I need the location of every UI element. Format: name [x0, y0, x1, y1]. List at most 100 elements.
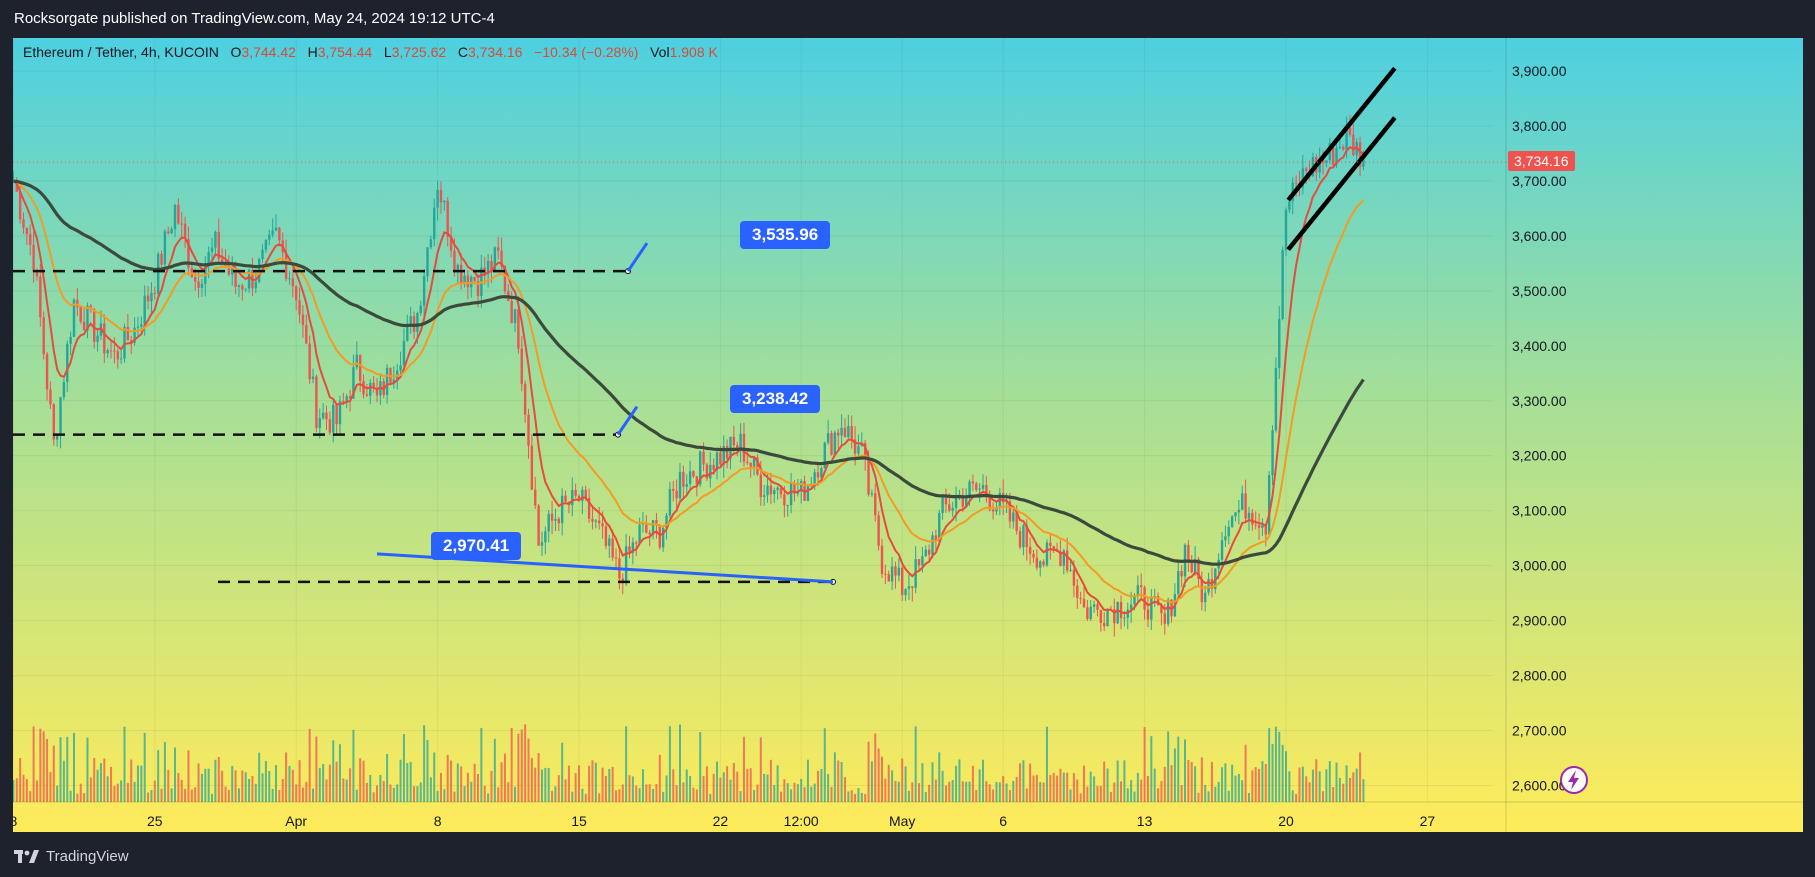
candle-body [443, 200, 446, 203]
candle-body [231, 267, 234, 275]
candle-body [547, 513, 550, 532]
volume-bar [517, 733, 520, 802]
volume-bar [497, 787, 500, 802]
volume-bar [1355, 768, 1358, 802]
candle-body [672, 489, 675, 491]
volume-bar [120, 780, 123, 802]
candle-body [961, 494, 964, 507]
volume-bar [527, 738, 530, 802]
volume-bar [716, 761, 719, 802]
candle-body [160, 253, 163, 265]
volume-bar [918, 783, 921, 802]
candle-body [207, 251, 210, 267]
volume-bar [786, 783, 789, 802]
volume-bar [369, 774, 372, 802]
close-label: C [457, 44, 468, 60]
x-tick-label: 20 [1278, 813, 1294, 829]
volume-bar [483, 785, 486, 802]
x-tick-label: 25 [147, 813, 163, 829]
candle-body [786, 505, 789, 507]
open-label: O [230, 44, 242, 60]
volume-bar [675, 785, 678, 802]
candle-body [1247, 512, 1251, 519]
level-callout-3535[interactable]: 3,535.96 [740, 221, 831, 250]
volume-bar [1221, 767, 1224, 802]
volume-bar [413, 786, 416, 802]
candle-body [133, 327, 136, 343]
volume-bar [581, 788, 584, 802]
volume-bar [1096, 785, 1099, 802]
symbol-label: Ethereum / Tether, 4h, KUCOIN [23, 44, 219, 60]
price-chart[interactable]: 3,900.00 3,800.00 3,700.00 3,600.00 3,500.00… [13, 38, 1803, 832]
volume-bar [992, 789, 995, 802]
volume-bar [557, 775, 560, 802]
candle-body [752, 457, 756, 467]
candle-body [177, 204, 180, 224]
volume-bar [264, 760, 267, 802]
volume-bar [1072, 773, 1075, 802]
volume-bar [648, 784, 651, 802]
volume-bar [1348, 777, 1351, 802]
volume-bar [1146, 775, 1149, 802]
volume-bar [1217, 781, 1220, 802]
volume-bar [924, 791, 927, 802]
candle-body [237, 285, 241, 287]
volume-bar [965, 781, 968, 802]
candle-body [1274, 367, 1278, 431]
volume-bar [436, 790, 439, 802]
volume-bar [641, 769, 644, 802]
candle-body [924, 549, 927, 557]
volume-bar [456, 763, 459, 802]
volume-bar [665, 775, 668, 802]
candle-body [608, 538, 611, 546]
volume-bar [894, 780, 897, 802]
tradingview-logo[interactable]: TradingView [14, 848, 129, 865]
volume-bar [631, 776, 634, 802]
volume-bar [914, 726, 917, 802]
candle-body [584, 489, 587, 498]
candle-body [1321, 158, 1325, 164]
chart-frame[interactable]: 3,900.00 3,800.00 3,700.00 3,600.00 3,500.00… [13, 38, 1803, 832]
volume-bar [365, 782, 368, 802]
level-callout-3238[interactable]: 3,238.42 [730, 384, 821, 413]
candle-body [274, 227, 278, 231]
candle-body [1230, 516, 1234, 527]
candle-body [72, 299, 76, 337]
candle-body [1227, 526, 1230, 537]
candle-body [29, 234, 32, 245]
candle-body [1362, 159, 1365, 167]
volume-bar [1258, 768, 1261, 802]
candle-body [1156, 596, 1160, 606]
y-tick-label: 3,800.00 [1512, 118, 1567, 134]
volume-bar [1204, 784, 1207, 802]
candle-body [668, 489, 672, 516]
x-tick-label: 22 [713, 813, 729, 829]
volume-bar [150, 789, 153, 802]
volume-bar [416, 786, 419, 802]
lightning-icon[interactable] [1559, 765, 1589, 795]
candle-body [1358, 142, 1362, 167]
volume-bar [806, 759, 809, 802]
candle-body [1348, 127, 1352, 135]
volume-bar [386, 754, 389, 802]
candle-body [520, 348, 523, 384]
candle-body [874, 493, 877, 516]
volume-bar [941, 770, 944, 802]
candle-body [571, 489, 574, 506]
y-tick-label: 3,900.00 [1512, 63, 1567, 79]
candle-body [234, 267, 237, 287]
volume-bar [611, 766, 614, 802]
volume-bar [288, 765, 291, 802]
candle-body [305, 325, 308, 344]
candle-body [1116, 602, 1119, 624]
candle-body [1096, 604, 1099, 610]
volume-bar [322, 764, 325, 802]
candle-body [123, 327, 126, 359]
candle-body [564, 495, 567, 502]
candle-body [1278, 319, 1281, 368]
candle-body [651, 520, 655, 535]
candle-body [321, 412, 325, 419]
volume-bar [406, 763, 409, 802]
level-callout-2970[interactable]: 2,970.41 [431, 531, 522, 560]
volume-bar [355, 789, 358, 802]
